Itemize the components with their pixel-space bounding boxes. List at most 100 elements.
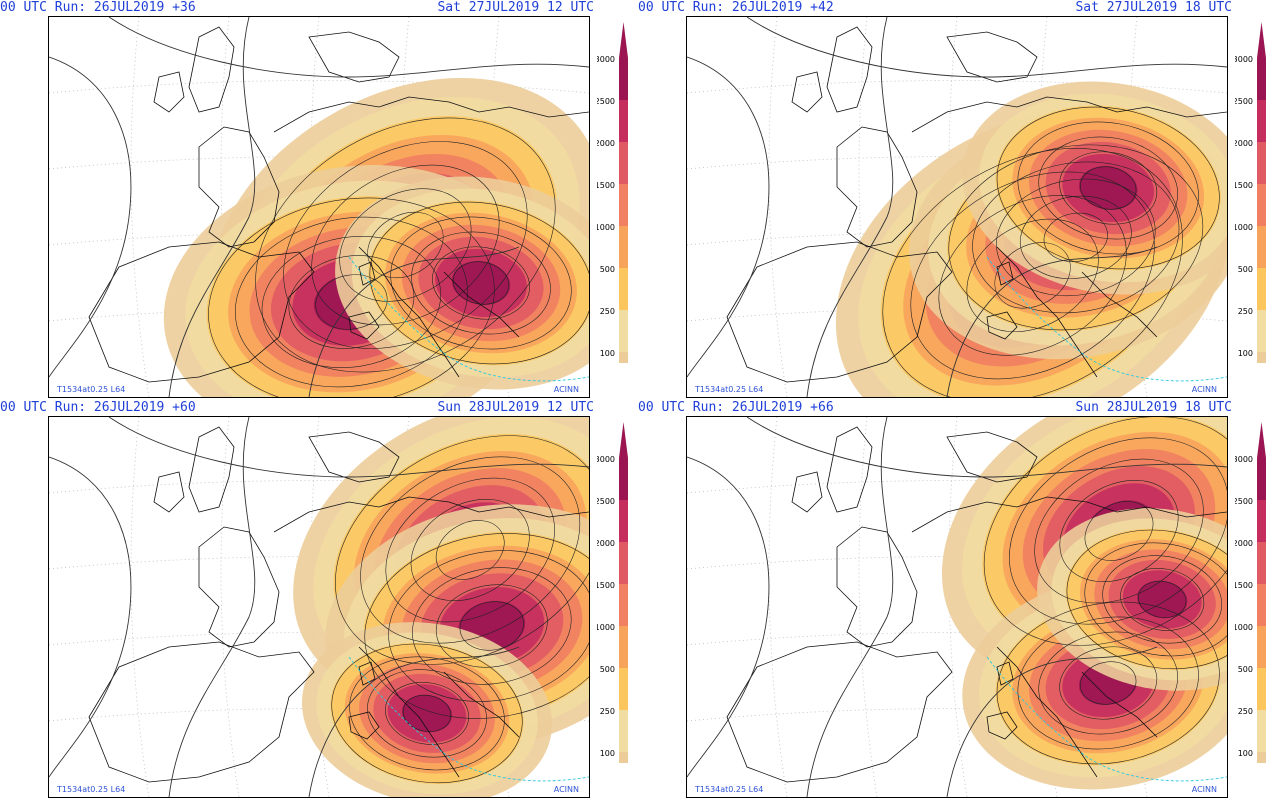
isoline: [1120, 568, 1205, 631]
isoline: [315, 274, 388, 330]
isoline: [369, 201, 589, 365]
model-stamp: T1534at0.25 L64: [695, 785, 764, 794]
map-area[interactable]: T1534at0.25 L64 ACINN: [686, 416, 1228, 798]
isoline: [432, 246, 530, 320]
coastline: [836, 126, 918, 248]
isoline: [1059, 151, 1158, 225]
map-area[interactable]: T1534at0.25 L64 ACINN: [48, 16, 590, 398]
colorbar-swatch: [1257, 458, 1266, 500]
isobar: [108, 417, 589, 478]
colorbar-tick-label: 250: [1238, 307, 1253, 316]
colorbar-swatch: [1257, 626, 1266, 668]
coastline: [791, 71, 823, 113]
model-stamp: T1534at0.25 L64: [57, 785, 126, 794]
isoline: [1080, 661, 1137, 705]
graticule-line: [220, 417, 240, 797]
isobar: [308, 246, 520, 397]
colorbar-swatch: [1257, 542, 1266, 584]
colorbar-tick-label: 2500: [1235, 497, 1253, 506]
coastline: [726, 241, 953, 383]
isoline: [384, 682, 470, 745]
map-area[interactable]: T1534at0.25 L64 ACINN: [48, 416, 590, 798]
coastline: [826, 426, 873, 513]
colorbar-tick-label: 1000: [597, 223, 615, 232]
colorbar-tick-label: 100: [1238, 749, 1253, 758]
colorbar-swatch: [1257, 500, 1266, 542]
isoline: [234, 216, 468, 388]
isoline: [882, 148, 1183, 397]
isoline: [1084, 542, 1227, 657]
isoline: [435, 520, 505, 580]
coastline: [986, 311, 1018, 340]
coastline: [188, 426, 235, 513]
colorbar-tick-label: 3000: [597, 55, 615, 64]
colorbar-tick-label: 1500: [1235, 181, 1253, 190]
isoline: [349, 656, 505, 771]
colorbar: 3000 2500 2000 1500 1000 500 250 100: [597, 418, 637, 763]
isoline: [1038, 136, 1178, 240]
colorbar-tick-label: 500: [1238, 665, 1253, 674]
valid-time-label: Sat 27JUL2019 12 UTC: [437, 0, 594, 15]
coastline: [996, 646, 1098, 778]
colorbar-tick-label: 250: [600, 707, 615, 716]
isoline: [910, 171, 1155, 380]
source-stamp: ACINN: [553, 385, 579, 394]
colorbar-swatch: [1257, 752, 1266, 763]
isoline: [208, 197, 495, 397]
isoline: [1019, 195, 1132, 280]
isoline: [972, 161, 1180, 314]
colorbar-tick-label: 2500: [597, 97, 615, 106]
isobar: [108, 17, 589, 78]
isoline: [1009, 437, 1227, 625]
coastline: [836, 526, 918, 648]
valid-time-label: Sat 27JUL2019 18 UTC: [1075, 0, 1232, 15]
isoline: [367, 669, 487, 758]
colorbar-swatch: [619, 542, 628, 584]
colorbar-tick-label: 1500: [597, 181, 615, 190]
isobar: [687, 56, 770, 378]
map-panel-3: 00 UTC Run: 26JUL2019 +60 Sun 28JUL2019 …: [0, 400, 638, 800]
coastline: [996, 261, 1014, 286]
isobar: [946, 646, 1158, 797]
coastline: [153, 471, 185, 513]
colorbar-swatch: [619, 752, 628, 763]
isoline: [331, 643, 523, 784]
isoline: [1017, 616, 1199, 750]
isoline: [411, 231, 551, 335]
colorbar-swatch: [619, 100, 628, 142]
coastline: [88, 241, 315, 383]
coastline: [198, 526, 280, 648]
colorbar-swatch: [619, 710, 628, 752]
valid-time-label: Sun 28JUL2019 18 UTC: [1075, 400, 1232, 415]
isoline: [390, 216, 572, 350]
isobar: [49, 456, 132, 778]
isoline: [385, 477, 555, 623]
colorbar-tick-label: 100: [600, 349, 615, 358]
valid-time-label: Sun 28JUL2019 12 UTC: [437, 400, 594, 415]
map-area[interactable]: T1534at0.25 L64 ACINN: [686, 16, 1228, 398]
colorbar-swatch: [1257, 268, 1266, 310]
colorbar-swatch: [619, 58, 628, 100]
cyan-dashed-contour: [348, 256, 589, 382]
isoline: [339, 188, 472, 302]
isobar: [806, 17, 894, 397]
colorbar-swatch: [1257, 668, 1266, 710]
shading-contour: [1137, 580, 1188, 619]
coastline: [791, 471, 823, 513]
coastline: [308, 31, 400, 83]
isoline: [459, 601, 524, 651]
colorbar-swatch: [619, 626, 628, 668]
isoline: [994, 242, 1071, 309]
isoline: [996, 178, 1156, 297]
isoline: [360, 456, 581, 644]
coastline: [996, 246, 1098, 378]
coastline: [1081, 671, 1158, 738]
coastline: [358, 661, 376, 686]
colorbar-swatch: [619, 584, 628, 626]
colorbar-swatch: [619, 142, 628, 184]
coastline: [358, 261, 376, 286]
isoline: [938, 195, 1127, 356]
isobar: [308, 646, 520, 797]
colorbar-tick-label: 250: [1238, 707, 1253, 716]
colorbar-swatch: [1257, 710, 1266, 752]
